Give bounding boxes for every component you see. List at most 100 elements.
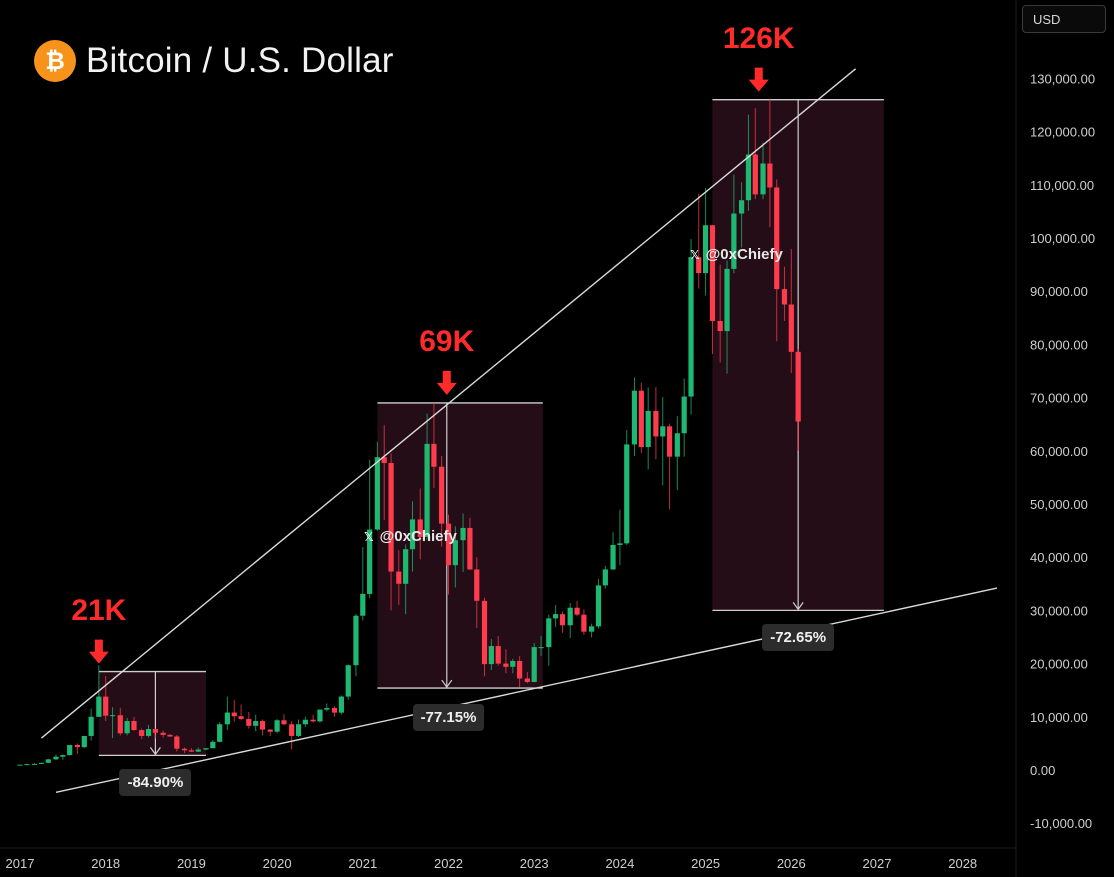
candle-body bbox=[295, 724, 302, 736]
candle-body bbox=[660, 426, 666, 437]
candle-body bbox=[745, 154, 752, 201]
candle-body bbox=[117, 715, 123, 734]
x-logo-icon: 𝕏 bbox=[690, 247, 700, 262]
candle-body bbox=[767, 163, 773, 188]
y-tick-label: 40,000.00 bbox=[1030, 550, 1088, 565]
candle-body bbox=[524, 678, 530, 682]
candle-body bbox=[452, 540, 458, 566]
x-tick-label: 2027 bbox=[863, 856, 892, 871]
candle-body bbox=[752, 154, 758, 195]
candle-body bbox=[724, 268, 730, 332]
candle-body bbox=[360, 593, 366, 616]
candle-body bbox=[717, 320, 723, 332]
y-tick-label: 50,000.00 bbox=[1030, 497, 1088, 512]
candle-body bbox=[331, 708, 338, 713]
candle-body bbox=[38, 762, 45, 764]
peak-label: 126K bbox=[722, 21, 795, 55]
y-tick-label: 90,000.00 bbox=[1030, 284, 1088, 299]
support-trendline bbox=[55, 587, 998, 794]
candle-body bbox=[353, 615, 359, 666]
candle-body bbox=[731, 213, 737, 269]
peak-down-arrow-icon bbox=[436, 370, 457, 395]
y-axis: 130,000.00 120,000.00 110,000.00 100,000.00… bbox=[1030, 71, 1095, 831]
y-tick-label: 120,000.00 bbox=[1030, 125, 1095, 140]
candle-body bbox=[324, 708, 330, 710]
candle-body bbox=[53, 756, 59, 760]
candle-body bbox=[667, 426, 673, 457]
y-tick-label: 130,000.00 bbox=[1030, 71, 1095, 86]
candle-body bbox=[403, 549, 409, 584]
candle-body bbox=[317, 709, 323, 722]
candle-body bbox=[167, 734, 173, 737]
candle-body bbox=[602, 569, 608, 586]
candle-body bbox=[445, 523, 452, 566]
y-tick-label: 30,000.00 bbox=[1030, 603, 1088, 618]
candle-body bbox=[574, 607, 580, 615]
peak-down-arrow-icon bbox=[88, 639, 109, 664]
chart-title-text: Bitcoin / U.S. Dollar bbox=[86, 41, 394, 80]
candle-body bbox=[531, 647, 537, 682]
candle-body bbox=[195, 749, 201, 752]
candle-body bbox=[231, 712, 237, 717]
candle-body bbox=[624, 444, 630, 544]
candle-body bbox=[553, 614, 559, 619]
y-tick-label: 80,000.00 bbox=[1030, 337, 1088, 352]
x-tick-label: 2028 bbox=[948, 856, 977, 871]
peak-arrows bbox=[88, 67, 769, 664]
candle-body bbox=[88, 716, 94, 736]
candle-body bbox=[688, 257, 694, 397]
y-tick-label: 0.00 bbox=[1030, 763, 1055, 778]
x-logo-icon: 𝕏 bbox=[364, 529, 374, 544]
y-tick-label: -10,000.00 bbox=[1030, 816, 1092, 831]
currency-badge[interactable]: USD bbox=[1022, 5, 1106, 33]
candle-body bbox=[696, 257, 702, 274]
candle-body bbox=[709, 225, 716, 321]
candle-body bbox=[674, 433, 680, 457]
watermark-handle: @0xChiefy bbox=[379, 528, 457, 545]
watermark-handle: @0xChiefy bbox=[705, 246, 783, 263]
candle-body bbox=[181, 748, 188, 751]
drawdown-arrowhead bbox=[792, 602, 804, 611]
candle-body bbox=[302, 719, 308, 725]
candle-body bbox=[381, 457, 387, 464]
candle-body bbox=[96, 696, 102, 717]
candle-body bbox=[281, 720, 287, 725]
y-tick-label: 70,000.00 bbox=[1030, 391, 1088, 406]
candle-body bbox=[238, 716, 244, 719]
candle-body bbox=[210, 741, 216, 749]
candle-body bbox=[67, 744, 73, 756]
candle-body bbox=[681, 396, 687, 434]
axis-separators bbox=[0, 0, 1017, 877]
candle-body bbox=[109, 715, 116, 717]
y-tick-label: 20,000.00 bbox=[1030, 657, 1088, 672]
candle-body bbox=[474, 569, 480, 601]
candle-body bbox=[103, 696, 109, 716]
candle-body bbox=[345, 665, 351, 697]
candle-body bbox=[81, 735, 87, 748]
candle-body bbox=[152, 729, 159, 733]
candle-body bbox=[367, 529, 373, 594]
x-tick-label: 2020 bbox=[263, 856, 292, 871]
candle-body bbox=[17, 764, 23, 766]
drawdown-percent-badge: -77.15% bbox=[412, 704, 485, 732]
candle-body bbox=[581, 614, 587, 632]
candle-body bbox=[160, 732, 166, 735]
drawdown-box bbox=[98, 671, 206, 756]
peak-down-arrow-icon bbox=[748, 67, 769, 92]
chart-title: ₿ Bitcoin / U.S. Dollar bbox=[34, 40, 394, 82]
candle-body bbox=[645, 410, 651, 448]
candle-body bbox=[217, 724, 223, 742]
x-tick-label: 2021 bbox=[348, 856, 377, 871]
x-tick-label: 2023 bbox=[520, 856, 549, 871]
candle-body bbox=[417, 519, 423, 537]
candle-body bbox=[503, 663, 509, 667]
candle-body bbox=[224, 712, 230, 725]
x-tick-label: 2025 bbox=[691, 856, 720, 871]
drawdown-box bbox=[377, 402, 543, 689]
candle-body bbox=[60, 755, 66, 757]
candle-body bbox=[517, 660, 523, 679]
candle-body bbox=[45, 759, 51, 763]
candle-body bbox=[203, 748, 209, 750]
candle-body bbox=[760, 163, 766, 195]
